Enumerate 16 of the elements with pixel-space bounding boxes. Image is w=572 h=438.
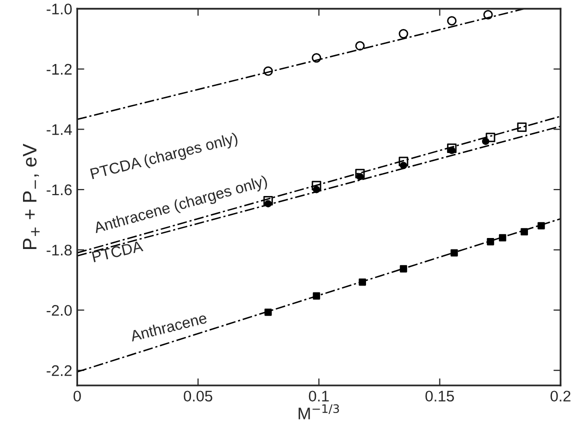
y-tick-label: -1.4: [46, 124, 72, 135]
y-tick-label: -1.2: [46, 64, 72, 75]
y-axis-title: P$_{+}$ + P$_{−}$, eV: [23, 144, 40, 249]
x-tick-label: 0.05: [184, 390, 212, 402]
y-tick-label: -1.0: [46, 4, 72, 14]
x-tick-label: 0: [74, 390, 81, 402]
y-tick-label: -1.8: [46, 244, 72, 256]
annotation: PTCDA (charges only): [90, 132, 239, 182]
y-tick-label: -1.6: [46, 184, 72, 196]
annotation: PTCDA: [92, 240, 144, 262]
x-tick-label: 0.1: [308, 390, 329, 402]
x-tick-label: 0.15: [425, 390, 454, 402]
x-tick-label: 0.2: [550, 390, 570, 402]
x-axis-title: M$^{−1/3}$: [298, 404, 339, 420]
y-tick-label: -2.0: [46, 304, 72, 316]
y-tick-label: -2.2: [46, 365, 72, 376]
